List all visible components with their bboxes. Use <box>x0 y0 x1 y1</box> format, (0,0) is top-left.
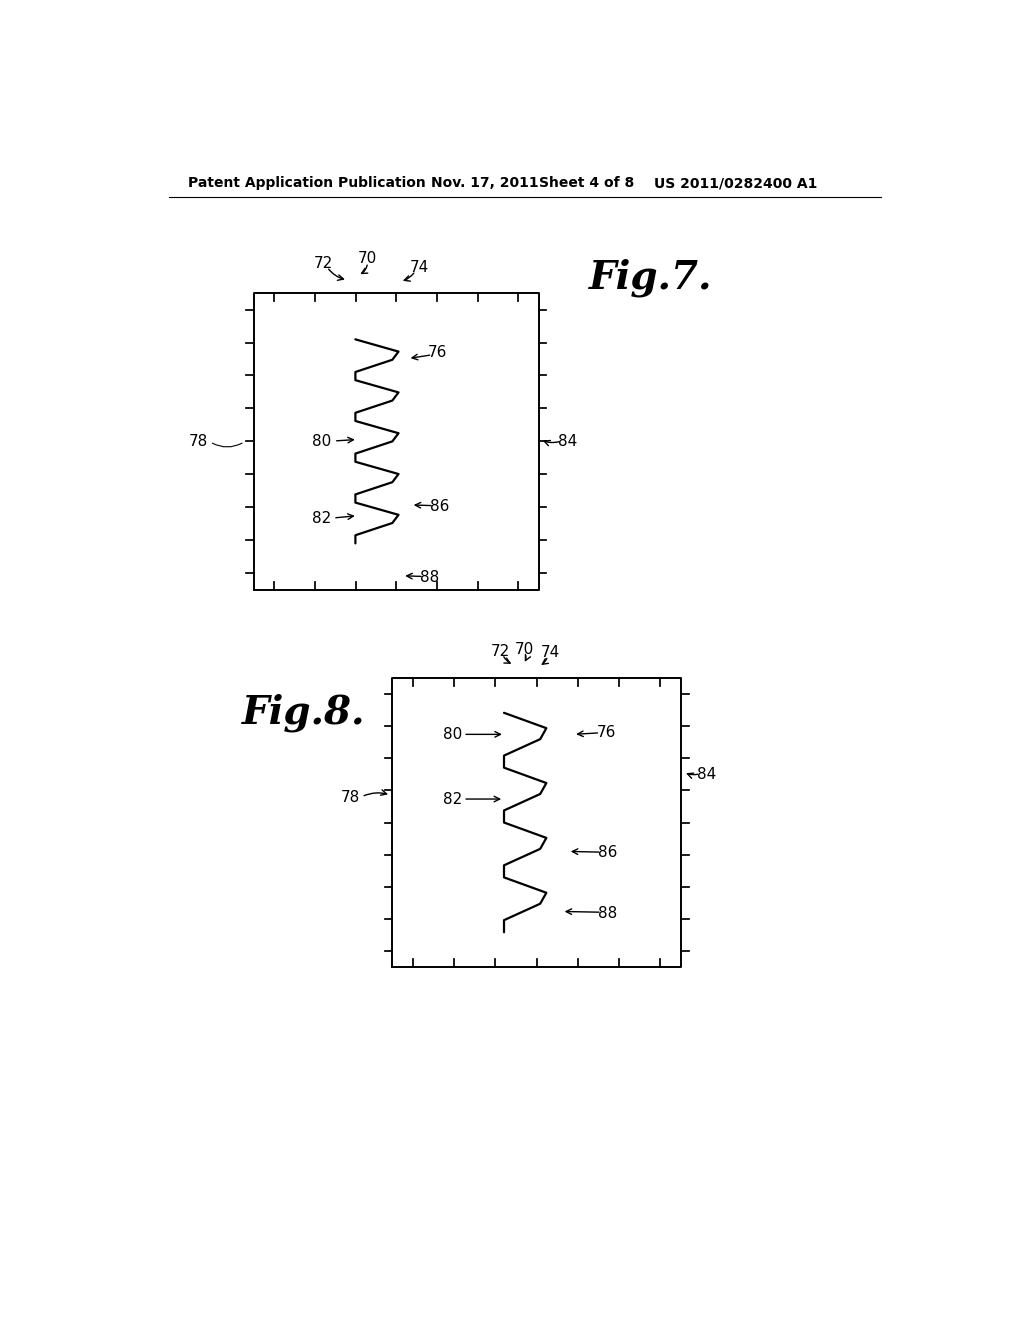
Text: 70: 70 <box>515 642 535 657</box>
Text: 86: 86 <box>430 499 450 513</box>
Text: 72: 72 <box>313 256 333 272</box>
Text: Fig.7.: Fig.7. <box>589 259 713 297</box>
Text: 74: 74 <box>410 260 429 276</box>
Text: 78: 78 <box>188 434 208 449</box>
Text: 88: 88 <box>598 906 617 920</box>
Text: 80: 80 <box>312 434 331 449</box>
Text: 82: 82 <box>442 792 462 807</box>
Text: Fig.8.: Fig.8. <box>243 693 366 733</box>
Text: 84: 84 <box>558 434 578 449</box>
Text: 76: 76 <box>427 345 446 360</box>
Text: Nov. 17, 2011: Nov. 17, 2011 <box>431 176 539 190</box>
Text: 70: 70 <box>358 251 378 267</box>
Text: Sheet 4 of 8: Sheet 4 of 8 <box>539 176 634 190</box>
Text: 84: 84 <box>697 767 716 781</box>
Text: 80: 80 <box>442 727 462 742</box>
Text: 76: 76 <box>597 725 616 739</box>
Text: 72: 72 <box>490 644 510 659</box>
Text: 78: 78 <box>340 789 359 805</box>
Text: Patent Application Publication: Patent Application Publication <box>188 176 426 190</box>
Text: 88: 88 <box>420 570 439 585</box>
Text: US 2011/0282400 A1: US 2011/0282400 A1 <box>654 176 817 190</box>
Text: 86: 86 <box>598 845 617 861</box>
Text: 74: 74 <box>541 645 560 660</box>
Text: 82: 82 <box>312 511 331 527</box>
